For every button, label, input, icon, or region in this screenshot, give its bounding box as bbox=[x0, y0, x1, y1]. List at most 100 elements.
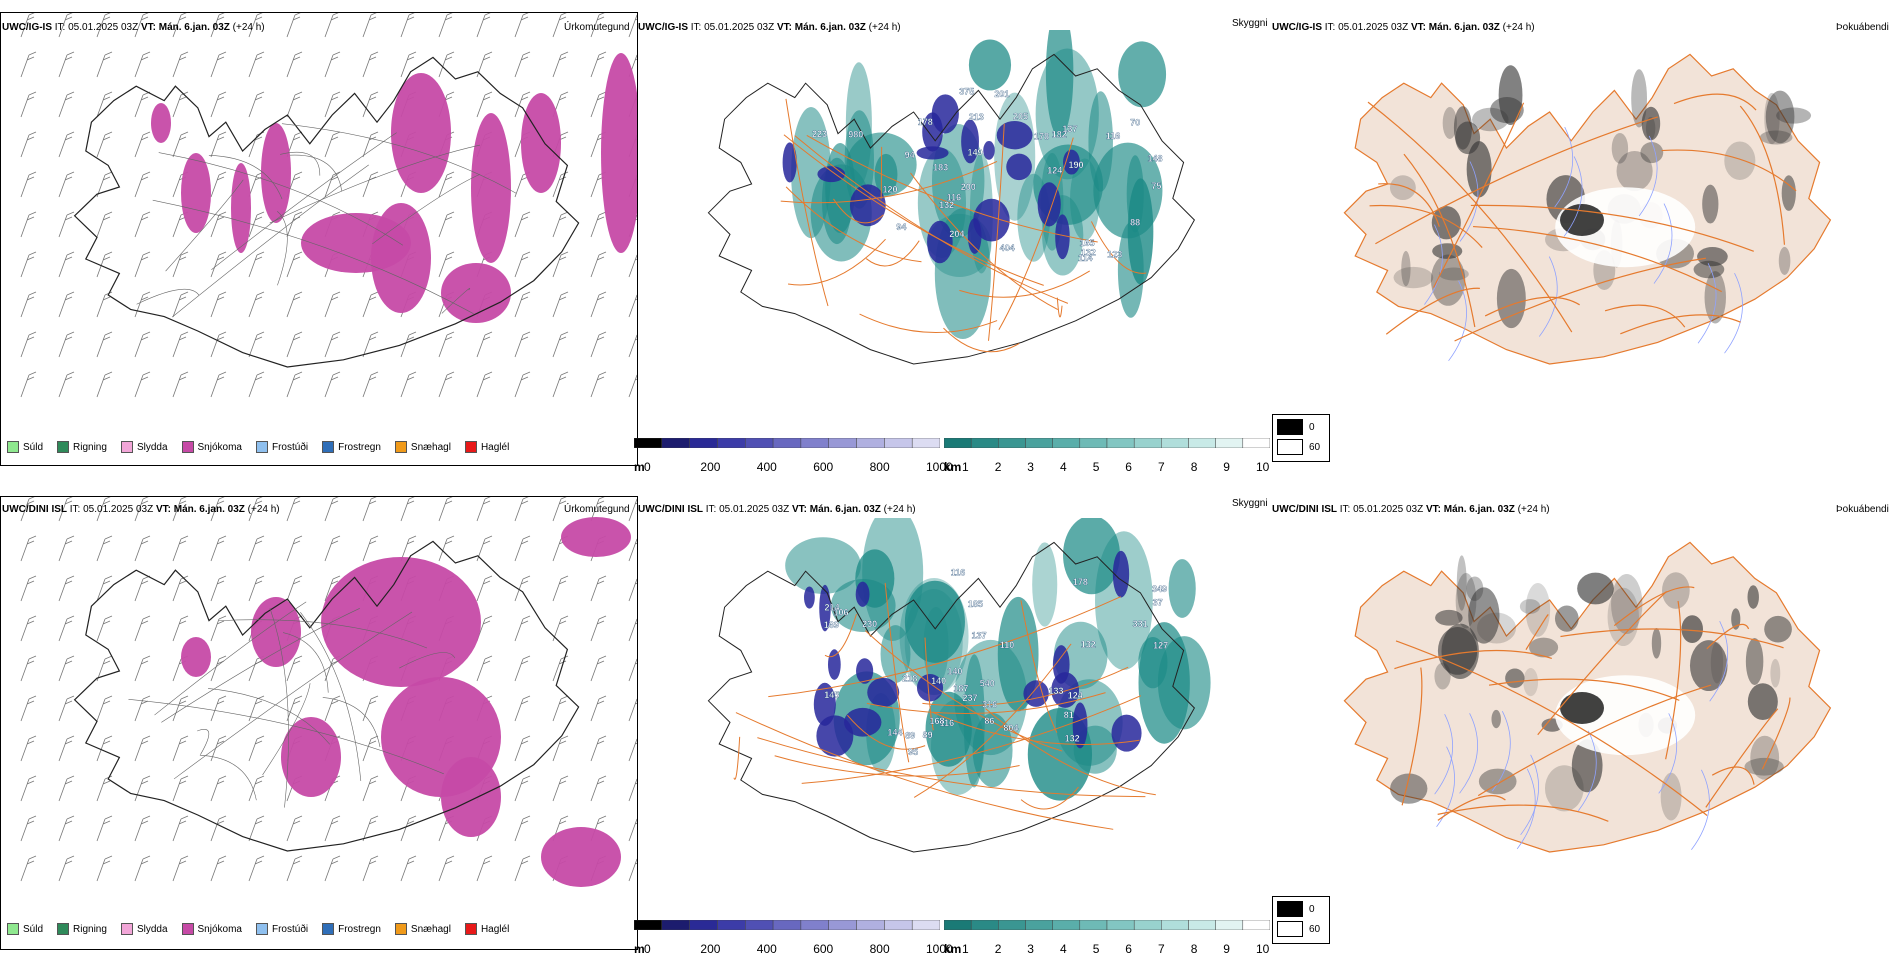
wind-barb-icon bbox=[628, 578, 637, 602]
vt-value: Mán. 6.jan. 03Z bbox=[173, 504, 245, 515]
vt-value: Mán. 6.jan. 03Z bbox=[809, 504, 881, 515]
legend-label: Snjókoma bbox=[197, 441, 242, 453]
colorbar-swatch bbox=[1215, 438, 1244, 448]
wind-barb-icon bbox=[552, 291, 569, 318]
snow-areas bbox=[181, 517, 631, 887]
wind-barb-icon bbox=[362, 291, 379, 318]
wind-barb-icon bbox=[438, 211, 455, 238]
road-line bbox=[1395, 640, 1708, 816]
wind-barb-icon bbox=[210, 775, 227, 802]
roads bbox=[128, 601, 456, 808]
road-line bbox=[783, 134, 1044, 286]
wind-barb-icon bbox=[96, 615, 113, 642]
wind-barb-icon bbox=[552, 13, 567, 38]
snow-blob bbox=[151, 103, 171, 143]
colorbar-tick-label: 600 bbox=[813, 942, 834, 956]
wind-barb-icon bbox=[324, 13, 339, 38]
visibility-blob bbox=[963, 654, 985, 788]
fog-map-row1 bbox=[1343, 53, 1832, 365]
legend-swatch bbox=[181, 441, 194, 453]
wind-barb-icon bbox=[210, 655, 227, 682]
visibility-blob bbox=[880, 625, 911, 683]
ceiling-value-label: 37 bbox=[1153, 598, 1163, 608]
wind-barb-icon bbox=[324, 331, 341, 358]
wind-barb-icon bbox=[590, 655, 607, 682]
fog-title-row2: UWC/DINI ISL IT: 05.01.2025 03Z VT: Mán.… bbox=[1272, 504, 1550, 515]
ceiling-value-label: 127 bbox=[1153, 641, 1168, 651]
road-line bbox=[922, 666, 1129, 707]
fog-blob bbox=[1631, 69, 1648, 128]
precip-legend-item: Haglél bbox=[464, 441, 509, 453]
fog-blob bbox=[1765, 90, 1795, 144]
wind-barb-icon bbox=[590, 615, 607, 642]
legend-swatch bbox=[322, 441, 335, 453]
road-line bbox=[1437, 804, 1609, 822]
colorbar-swatch bbox=[856, 920, 885, 930]
ceiling-blob bbox=[922, 112, 943, 152]
road-line bbox=[1470, 204, 1754, 252]
river-line bbox=[1691, 769, 1710, 851]
ceiling-value-label: 144 bbox=[887, 727, 902, 737]
colorbar-tick-label: 7 bbox=[1158, 942, 1165, 956]
wind-barb-icon bbox=[134, 171, 151, 198]
fog-blob bbox=[1747, 683, 1778, 721]
road-line bbox=[880, 146, 883, 200]
wind-barb-icon bbox=[590, 51, 607, 78]
ceiling-value-label: 200 bbox=[961, 182, 976, 192]
colorbar-tick-label: 400 bbox=[756, 942, 777, 956]
colorbar-tick-label: 1000 bbox=[926, 460, 953, 474]
ceiling-value-label: 114 bbox=[1078, 253, 1093, 263]
fog-blob bbox=[1430, 254, 1466, 306]
precip-legend-item: Slydda bbox=[120, 923, 168, 935]
wind-barb-icon bbox=[248, 815, 265, 842]
river-line bbox=[1434, 714, 1454, 795]
road-line bbox=[865, 240, 920, 267]
wind-barb-icon bbox=[248, 291, 265, 318]
ceiling-value-label: 213 bbox=[969, 112, 984, 122]
fog-blob bbox=[1491, 709, 1501, 729]
wind-barb-icon bbox=[514, 497, 529, 522]
wind-barb-icon bbox=[438, 13, 453, 38]
fog-legend-row1: 0 60 bbox=[1272, 414, 1330, 462]
visibility-blob bbox=[791, 106, 831, 239]
road-line bbox=[910, 172, 1059, 311]
visibility-blob bbox=[904, 580, 965, 663]
colorbar-swatch bbox=[800, 920, 829, 930]
wind-barb-icon bbox=[248, 51, 265, 78]
wind-barb-icon bbox=[400, 51, 417, 78]
fog-blob bbox=[1750, 735, 1780, 780]
ceiling-value-label: 205 bbox=[1013, 111, 1028, 121]
colorbar-swatch bbox=[1025, 920, 1053, 930]
wind-barb-icon bbox=[172, 131, 189, 158]
colorbar-swatch bbox=[1161, 438, 1189, 448]
wind-barb-icon bbox=[476, 13, 491, 38]
ceiling-value-label: 223 bbox=[812, 129, 827, 139]
snow-blob bbox=[601, 53, 637, 253]
wind-barb-icon bbox=[628, 538, 637, 562]
wind-barb-icon bbox=[324, 131, 341, 158]
ceiling-blob bbox=[844, 707, 882, 737]
wind-barb-icon bbox=[134, 775, 151, 802]
wind-barb-icon bbox=[438, 51, 455, 78]
fog-blob bbox=[1607, 587, 1639, 647]
precip-title-row1: UWC/IG-IS IT: 05.01.2025 03Z VT: Mán. 6.… bbox=[2, 22, 265, 33]
lead-time: (+24 h) bbox=[868, 22, 901, 33]
legend-swatch bbox=[120, 923, 133, 935]
wind-barb-icon bbox=[20, 211, 37, 238]
colorbar-swatch bbox=[717, 920, 746, 930]
colorbar-swatch bbox=[689, 920, 718, 930]
wind-barb-icon bbox=[476, 331, 493, 358]
wind-barb-icon bbox=[286, 575, 303, 602]
snow-blob bbox=[441, 757, 501, 837]
road-line bbox=[1661, 149, 1797, 192]
road-line bbox=[1604, 304, 1686, 328]
road-line bbox=[733, 736, 741, 780]
wind-barb-icon bbox=[324, 855, 341, 882]
legend-swatch bbox=[7, 923, 19, 935]
roads bbox=[780, 98, 1147, 353]
wind-barb-icon bbox=[172, 497, 187, 522]
legend-label: Frostregn bbox=[338, 923, 381, 935]
colorbar-unit: km bbox=[944, 942, 962, 956]
ceiling-value-label: 148 bbox=[1148, 153, 1163, 163]
wind-barb-icon bbox=[20, 371, 37, 398]
